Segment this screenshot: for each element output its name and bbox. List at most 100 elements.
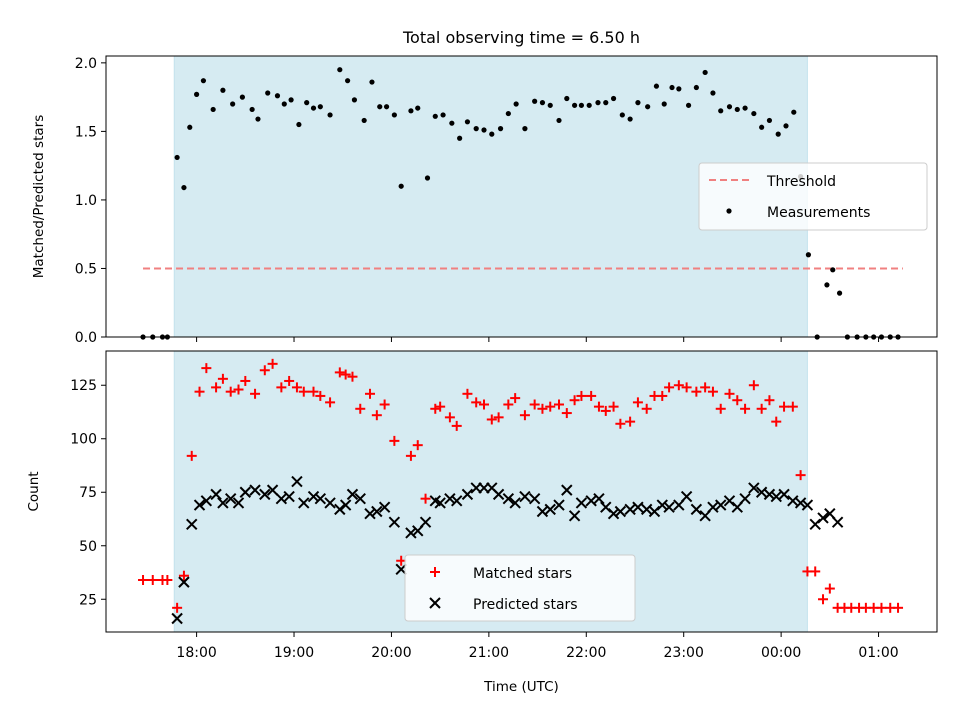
matched-star-point [664,382,675,393]
measurement-point [836,290,843,296]
matched-star-point [537,403,548,414]
measurement-point [317,104,323,110]
ratio-legend-box [698,162,928,231]
chart-title: Total observing time = 6.50 h [402,28,640,47]
x-marker-b [210,488,222,501]
predicted-star-point [434,497,446,509]
measurement-point [194,91,200,97]
x-marker-b [536,505,549,518]
matched-star-point [147,574,158,585]
x-marker-b [334,503,346,516]
predicted-star-point [831,516,844,528]
matched-star-point [732,395,743,406]
predicted-star-point [519,490,531,503]
measurement-point [805,252,812,258]
matched-star-point [503,399,514,410]
ratio-y-axis-label: Matched/Predicted stars [31,115,47,278]
measurement-point [627,116,633,122]
predicted-star-point [663,501,675,513]
predicted-star-point [217,497,229,509]
predicted-star-point [817,512,829,524]
x-marker-b [770,490,782,503]
predicted-star-point [690,503,703,516]
measurement-point [783,123,789,129]
measurement-point [564,95,570,102]
measurement-point [351,97,358,103]
x-marker-b [178,576,190,588]
predicted-star-point [178,576,190,588]
x-marker-b [763,488,776,501]
matched-star-point [298,386,309,397]
matched-star-point [462,388,473,399]
predicted-star-point [298,497,310,509]
measurement-point [645,104,651,110]
measurement-point [255,116,261,122]
matched-star-point [340,369,351,380]
x-tick-label: 01:00 [858,645,898,661]
measurement-point [181,184,187,191]
predicted-star-point [561,484,573,496]
x-marker-b [544,503,556,516]
measurement-point [766,117,773,124]
x-marker-b [778,488,790,501]
x-marker-b [502,492,515,505]
matched-star-point [608,401,619,412]
matched-star-point [420,493,431,504]
x-marker-b [575,497,588,509]
measurement-point [327,112,333,118]
measurement-point [539,100,546,106]
ratio-y-tick-label: 1.5 [75,124,97,140]
x-marker-b [429,495,441,507]
predicted-star-point [291,475,303,488]
matched-star-point [389,435,400,446]
matched-star-point [795,470,806,481]
x-marker-b [817,512,829,524]
predicted-star-point [568,510,581,522]
matched-star-point [471,397,482,408]
predicted-star-point [614,505,627,518]
measurement-point [547,102,553,108]
measurement-point [281,101,287,107]
matched-star-point [284,375,295,386]
matched-star-point [764,395,775,406]
x-marker-b [275,492,288,505]
x-marker-b [249,484,261,496]
x-marker-b [298,497,310,509]
x-marker-b [429,597,441,609]
matched-star-point [493,412,504,423]
measurement-point [415,105,421,111]
measurement-point [424,175,431,181]
matched-star-point [451,420,462,431]
measurement-point [653,83,660,89]
matched-star-point [178,570,189,581]
measurement-point [556,117,562,124]
measurement-point [449,120,455,126]
matched-star-point [486,414,497,425]
ratio-panel: 0.0 0.5 1.0 1.5 2.0 Total observing time = 6… [31,28,938,346]
matched-star-point [691,386,702,397]
matched-star-point [641,403,652,414]
count-legend: Matched stars Predicted stars [404,554,636,622]
predicted-star-point [544,503,556,516]
x-marker-b [707,501,719,513]
x-marker-b [224,492,237,505]
measurement-point [571,102,578,108]
predicted-star-point [778,488,790,501]
x-marker-b [346,488,359,501]
measurement-point [610,95,617,102]
matched-star-point [545,401,556,412]
count-axes-frame [105,350,938,633]
matched-star-point [554,399,565,410]
matched-star-point [740,403,751,414]
predicted-star-point [680,490,693,503]
predicted-star-point [419,516,432,528]
measurement-point [337,67,343,73]
x-marker-b [794,497,807,509]
x-marker-b [561,484,573,496]
x-marker-b [354,492,366,505]
x-marker-b [553,499,565,511]
matched-star-point [681,382,692,393]
matched-star-point [673,380,684,391]
measurement-point [693,84,699,91]
matched-star-point [315,390,326,401]
